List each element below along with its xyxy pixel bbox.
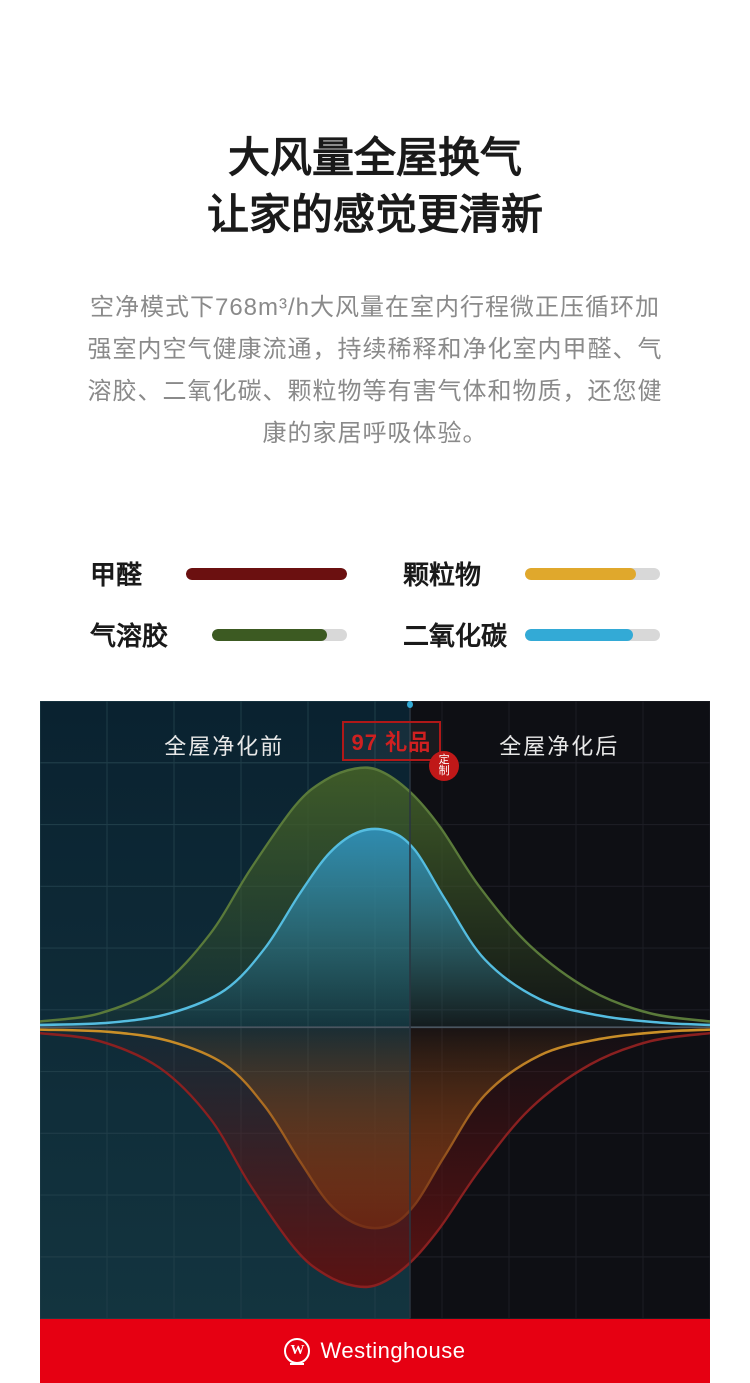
legend-item: 二氧化碳: [403, 616, 660, 653]
legend-bar: [212, 629, 347, 641]
legend: 甲醛 颗粒物气溶胶 二氧化碳: [0, 495, 750, 701]
watermark: 97 礼品 定 制: [342, 721, 442, 761]
legend-bar: [525, 568, 660, 580]
legend-item: 甲醛: [90, 555, 347, 592]
legend-fill: [525, 568, 636, 580]
legend-label: 气溶胶: [90, 616, 194, 653]
legend-label: 甲醛: [90, 555, 168, 592]
brand-footer: Westinghouse: [40, 1319, 710, 1383]
chart-panel: 全屋净化前 全屋净化后 97 礼品 定 制: [40, 701, 710, 1319]
title-line-1: 大风量全屋换气: [80, 130, 670, 187]
legend-bar: [186, 568, 347, 580]
legend-fill: [212, 629, 327, 641]
brand-name: Westinghouse: [320, 1338, 465, 1364]
page-title: 大风量全屋换气 让家的感觉更清新: [80, 130, 670, 243]
legend-label: 二氧化碳: [403, 616, 507, 653]
chart-area: 全屋净化前 全屋净化后 97 礼品 定 制 Westinghouse: [40, 701, 710, 1383]
title-line-2: 让家的感觉更清新: [80, 187, 670, 244]
legend-item: 气溶胶: [90, 616, 347, 653]
description: 空净模式下768m³/h大风量在室内行程微正压循环加强室内空气健康流通，持续稀释…: [80, 287, 670, 455]
legend-fill: [186, 568, 347, 580]
westinghouse-logo-icon: [284, 1338, 310, 1364]
legend-label: 颗粒物: [403, 555, 507, 592]
watermark-text: 97 礼品: [342, 721, 442, 761]
legend-bar: [525, 629, 660, 641]
legend-item: 颗粒物: [403, 555, 660, 592]
header: 大风量全屋换气 让家的感觉更清新 空净模式下768m³/h大风量在室内行程微正压…: [0, 0, 750, 495]
purification-chart: [40, 701, 710, 1319]
legend-fill: [525, 629, 633, 641]
